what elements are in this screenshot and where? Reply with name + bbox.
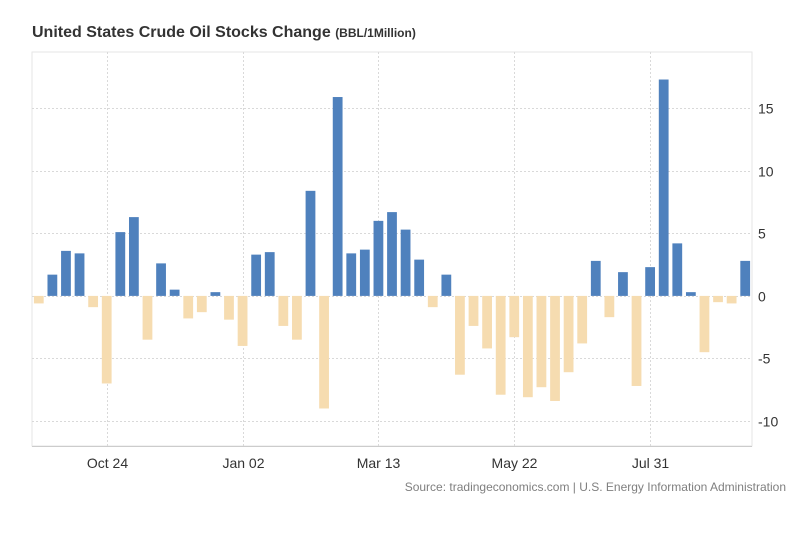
bar bbox=[604, 295, 615, 318]
bar bbox=[427, 295, 438, 308]
bar bbox=[726, 295, 737, 304]
bar bbox=[346, 253, 357, 296]
bar bbox=[196, 295, 207, 313]
bar bbox=[101, 295, 112, 384]
bar bbox=[278, 295, 289, 326]
bar bbox=[400, 229, 411, 296]
x-tick-label: Mar 13 bbox=[357, 455, 401, 471]
bar bbox=[169, 289, 180, 296]
bar bbox=[618, 272, 628, 296]
bar bbox=[88, 295, 99, 308]
bar bbox=[550, 295, 560, 401]
bar bbox=[33, 295, 44, 304]
bar bbox=[359, 249, 370, 296]
y-tick-label: 15 bbox=[758, 101, 774, 117]
bar bbox=[74, 253, 85, 296]
x-tick-label: Oct 24 bbox=[87, 455, 128, 471]
bar bbox=[713, 295, 723, 303]
bar bbox=[468, 295, 479, 326]
bar bbox=[495, 295, 506, 395]
bar bbox=[128, 217, 139, 296]
bar bbox=[563, 295, 574, 373]
y-tick-label: -5 bbox=[758, 351, 771, 367]
y-tick-label: 5 bbox=[758, 226, 766, 242]
bar bbox=[156, 263, 166, 296]
bar bbox=[292, 295, 302, 340]
bar bbox=[142, 295, 153, 340]
bar bbox=[414, 259, 425, 296]
bar bbox=[672, 243, 683, 296]
bar bbox=[522, 295, 533, 398]
source-text: Source: tradingeconomics.com | U.S. Ener… bbox=[404, 480, 786, 494]
x-tick-label: Jan 02 bbox=[222, 455, 264, 471]
x-tick-label: May 22 bbox=[492, 455, 538, 471]
bar bbox=[699, 295, 710, 353]
bar bbox=[685, 292, 696, 296]
chart-unit: (BBL/1Million) bbox=[335, 26, 416, 40]
bar bbox=[319, 295, 329, 409]
chart-title: United States Crude Oil Stocks Change (B… bbox=[32, 24, 416, 42]
bar bbox=[237, 295, 248, 346]
bars bbox=[33, 79, 751, 409]
bar bbox=[210, 292, 221, 296]
bar bbox=[645, 267, 656, 296]
bar bbox=[658, 79, 669, 296]
bar bbox=[264, 252, 275, 296]
bar bbox=[47, 274, 58, 296]
bar bbox=[305, 190, 316, 296]
bar bbox=[590, 260, 601, 296]
bar bbox=[61, 250, 71, 296]
bar bbox=[387, 212, 397, 296]
bar bbox=[577, 295, 588, 344]
bar bbox=[509, 295, 520, 338]
bar bbox=[224, 295, 234, 320]
bar bbox=[332, 97, 343, 296]
bar bbox=[251, 254, 262, 296]
y-tick-label: -10 bbox=[758, 414, 778, 430]
bar bbox=[631, 295, 642, 386]
bar bbox=[183, 295, 194, 319]
bar bbox=[115, 232, 126, 296]
y-tick-label: 0 bbox=[758, 289, 766, 305]
bar bbox=[536, 295, 547, 388]
y-tick-label: 10 bbox=[758, 164, 774, 180]
bar bbox=[373, 220, 384, 296]
axes: 15 10 5 0 -5 -10 Oct 24 Jan 02 Mar 13 May 22 Jul 3… bbox=[32, 101, 778, 471]
bar bbox=[482, 295, 492, 349]
bar bbox=[740, 260, 751, 296]
bar bbox=[441, 274, 452, 296]
x-tick-label: Jul 31 bbox=[632, 455, 670, 471]
bar bbox=[455, 295, 465, 375]
chart-title-text: United States Crude Oil Stocks Change bbox=[32, 24, 331, 41]
